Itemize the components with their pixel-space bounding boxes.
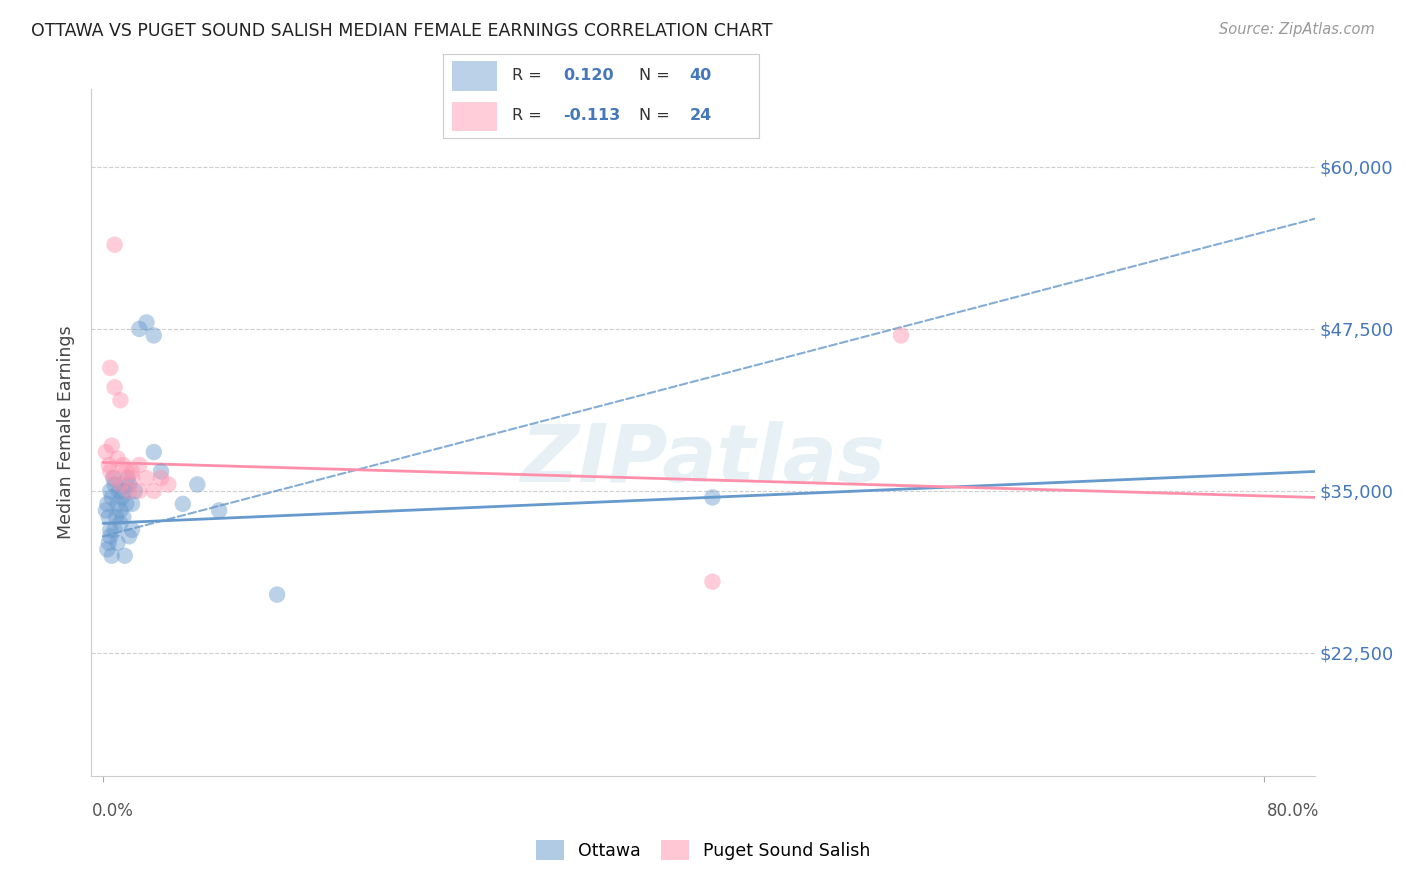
Bar	[453, 62, 496, 91]
Point	[121, 465, 143, 479]
Point	[112, 509, 135, 524]
Point	[118, 529, 141, 543]
Point	[702, 574, 724, 589]
Point	[121, 471, 143, 485]
Legend: Ottawa, Puget Sound Salish: Ottawa, Puget Sound Salish	[529, 833, 877, 867]
Point	[107, 451, 129, 466]
Point	[115, 465, 138, 479]
Point	[100, 549, 122, 563]
Text: Source: ZipAtlas.com: Source: ZipAtlas.com	[1219, 22, 1375, 37]
Text: 0.120: 0.120	[562, 68, 614, 83]
Text: R =: R =	[512, 68, 547, 83]
Point	[107, 535, 129, 549]
Point	[128, 458, 150, 472]
Point	[118, 483, 141, 498]
Point	[94, 503, 117, 517]
Point	[104, 523, 127, 537]
Point	[104, 237, 127, 252]
Point	[107, 497, 129, 511]
Point	[142, 328, 165, 343]
Point	[142, 483, 165, 498]
Point	[110, 516, 132, 531]
Point	[112, 458, 135, 472]
Point	[98, 529, 121, 543]
Text: 0.0%: 0.0%	[91, 802, 134, 820]
Point	[111, 491, 134, 505]
Point	[115, 497, 138, 511]
Point	[124, 483, 146, 498]
Point	[186, 477, 208, 491]
Point	[114, 549, 136, 563]
Point	[121, 497, 143, 511]
Text: 40: 40	[690, 68, 711, 83]
Y-axis label: Median Female Earnings: Median Female Earnings	[58, 326, 76, 540]
Text: 80.0%: 80.0%	[1267, 802, 1319, 820]
Point	[97, 458, 120, 472]
Point	[128, 322, 150, 336]
Point	[110, 393, 132, 408]
Point	[98, 483, 121, 498]
Point	[98, 465, 121, 479]
Point	[114, 483, 136, 498]
Bar	[453, 102, 496, 131]
Point	[98, 523, 121, 537]
Text: R =: R =	[512, 108, 547, 123]
Point	[266, 588, 288, 602]
Text: ZIPatlas: ZIPatlas	[520, 421, 886, 500]
Point	[96, 542, 118, 557]
Point	[135, 316, 157, 330]
Point	[135, 471, 157, 485]
Point	[104, 471, 127, 485]
Text: N =: N =	[640, 108, 675, 123]
Point	[104, 477, 127, 491]
Text: OTTAWA VS PUGET SOUND SALISH MEDIAN FEMALE EARNINGS CORRELATION CHART: OTTAWA VS PUGET SOUND SALISH MEDIAN FEMA…	[31, 22, 772, 40]
Point	[100, 491, 122, 505]
Point	[101, 471, 124, 485]
Point	[94, 445, 117, 459]
Point	[702, 491, 724, 505]
Point	[108, 483, 131, 498]
Point	[890, 328, 912, 343]
Point	[118, 477, 141, 491]
Point	[110, 477, 132, 491]
Point	[97, 535, 120, 549]
Text: -0.113: -0.113	[562, 108, 620, 123]
Point	[208, 503, 231, 517]
Point	[97, 509, 120, 524]
Point	[128, 483, 150, 498]
Point	[150, 465, 173, 479]
Point	[121, 523, 143, 537]
Point	[104, 380, 127, 394]
Point	[172, 497, 194, 511]
Point	[110, 503, 132, 517]
Point	[105, 509, 128, 524]
Point	[98, 360, 121, 375]
Point	[157, 477, 180, 491]
Point	[96, 497, 118, 511]
Point	[100, 439, 122, 453]
Point	[117, 471, 139, 485]
Text: 24: 24	[690, 108, 711, 123]
Point	[142, 445, 165, 459]
Point	[150, 471, 173, 485]
Text: N =: N =	[640, 68, 675, 83]
